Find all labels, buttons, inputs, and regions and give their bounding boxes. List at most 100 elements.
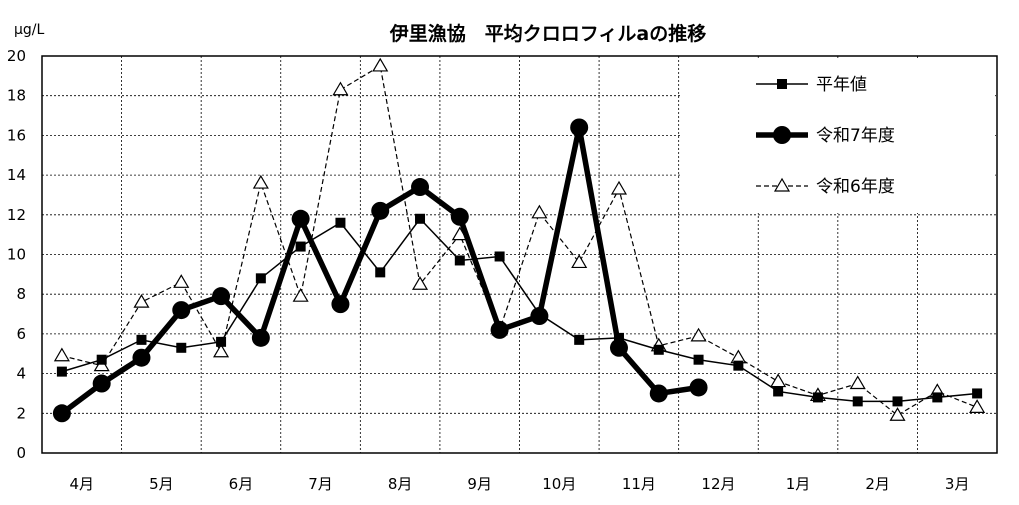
x-tick-label: 6月 <box>229 475 254 493</box>
data-point <box>653 344 664 355</box>
y-tick-label: 18 <box>7 87 26 105</box>
x-tick-label: 5月 <box>149 475 174 493</box>
data-point <box>216 336 227 347</box>
data-point <box>530 307 549 326</box>
data-point <box>332 81 349 96</box>
series-thin-solid-square <box>56 213 983 407</box>
data-point <box>52 404 71 423</box>
data-point <box>689 378 708 397</box>
x-tick-label: 12月 <box>701 475 735 493</box>
data-point <box>574 334 585 345</box>
data-point <box>773 386 784 397</box>
data-point <box>133 293 150 308</box>
data-point <box>212 287 231 306</box>
legend-marker <box>777 79 787 89</box>
data-point <box>490 320 509 339</box>
legend-label: 令和6年度 <box>816 177 895 197</box>
x-tick-label: 9月 <box>467 475 492 493</box>
series-thick-solid-circle <box>52 118 708 423</box>
y-unit-label: μg/L <box>14 22 45 38</box>
x-tick-label: 11月 <box>622 475 656 493</box>
data-point <box>56 366 67 377</box>
data-point <box>132 348 151 367</box>
y-tick-label: 16 <box>7 126 26 144</box>
data-point <box>849 375 866 390</box>
data-point <box>252 174 269 189</box>
legend-label: 令和7年度 <box>816 126 895 146</box>
data-point <box>494 251 505 262</box>
data-point <box>415 213 426 224</box>
y-tick-label: 0 <box>16 444 26 462</box>
data-point <box>96 354 107 365</box>
data-point <box>371 201 390 220</box>
data-point <box>571 254 588 269</box>
series-lines <box>52 57 986 423</box>
legend-entry: 令和6年度 <box>756 177 895 197</box>
data-point <box>411 178 430 197</box>
data-point <box>335 217 346 228</box>
data-point <box>454 255 465 266</box>
x-tick-label: 8月 <box>388 475 413 493</box>
data-point <box>255 273 266 284</box>
legend-label: 平年値 <box>816 75 867 95</box>
data-point <box>92 374 111 393</box>
grid <box>42 56 997 453</box>
plot-border <box>41 55 998 454</box>
legend-marker <box>773 126 791 144</box>
data-point <box>570 118 589 137</box>
data-point <box>609 338 628 357</box>
data-point <box>176 342 187 353</box>
data-point <box>411 276 429 290</box>
legend-marker <box>773 177 791 192</box>
y-tick-label: 4 <box>16 365 26 383</box>
y-tick-label: 14 <box>7 166 26 184</box>
y-tick-label: 20 <box>7 47 26 65</box>
data-point <box>889 407 906 421</box>
series-line <box>61 217 978 403</box>
y-tick-label: 12 <box>7 206 26 224</box>
data-point <box>172 301 191 320</box>
data-point <box>292 287 309 302</box>
data-point <box>693 354 704 365</box>
data-point <box>291 209 310 228</box>
data-point <box>770 373 787 388</box>
data-point <box>251 328 270 347</box>
y-tick-label: 8 <box>16 285 26 303</box>
data-point <box>53 347 70 362</box>
legend-background <box>680 58 995 213</box>
data-point <box>812 392 823 403</box>
x-tick-label: 4月 <box>70 475 95 493</box>
data-point <box>932 392 943 403</box>
legend-entry: 令和7年度 <box>756 126 895 146</box>
y-tick-label: 2 <box>16 404 26 422</box>
data-point <box>610 180 628 195</box>
data-point <box>450 207 469 226</box>
data-point <box>331 295 350 314</box>
data-point <box>295 241 306 252</box>
series-line <box>61 64 978 417</box>
data-point <box>375 267 386 278</box>
data-point <box>733 360 744 371</box>
chart-title: 伊里漁協 平均クロロフィルaの推移 <box>389 22 706 45</box>
data-point <box>173 274 190 288</box>
data-point <box>690 327 707 342</box>
data-point <box>649 384 668 403</box>
x-tick-label: 3月 <box>945 475 970 493</box>
y-tick-label: 10 <box>7 246 26 264</box>
y-tick-label: 6 <box>16 325 26 343</box>
x-tick-label: 1月 <box>786 475 811 493</box>
data-point <box>852 396 863 407</box>
data-point <box>136 334 147 345</box>
x-tick-label: 10月 <box>542 475 576 493</box>
axes: 0 2 4 6 8 10 12 14 16 18 20 4月 5月 6月 7月 8月 9月 10月 11月 12月 1月… <box>7 47 998 493</box>
data-point <box>213 343 230 358</box>
data-point <box>892 396 903 407</box>
x-tick-label: 7月 <box>308 475 333 493</box>
data-point <box>969 399 986 413</box>
data-point <box>372 57 389 72</box>
legend-entry: 平年値 <box>756 75 867 95</box>
x-tick-label: 2月 <box>865 475 890 493</box>
data-point <box>972 388 983 399</box>
